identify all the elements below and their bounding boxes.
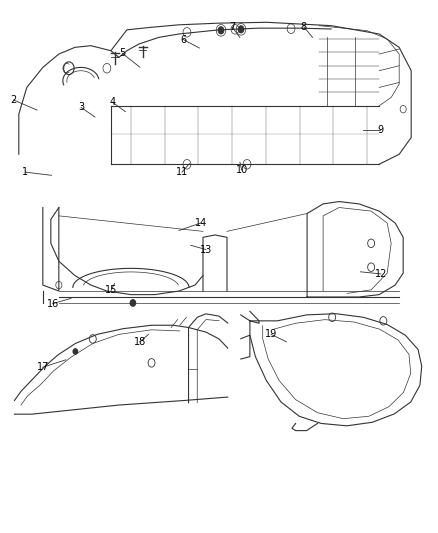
Text: 3: 3 [78, 102, 84, 112]
Text: 15: 15 [105, 285, 117, 295]
Text: 11: 11 [176, 167, 188, 177]
Text: 4: 4 [110, 97, 116, 107]
Text: 19: 19 [265, 329, 277, 340]
Text: 6: 6 [180, 35, 187, 45]
Circle shape [73, 349, 78, 354]
Text: 10: 10 [236, 165, 248, 175]
Circle shape [218, 27, 224, 34]
Circle shape [66, 65, 71, 71]
Text: 8: 8 [301, 22, 307, 32]
Circle shape [238, 26, 244, 33]
Text: 2: 2 [11, 95, 17, 105]
Text: 5: 5 [119, 49, 126, 58]
Text: 16: 16 [46, 298, 59, 309]
Text: 17: 17 [36, 362, 49, 372]
Text: 9: 9 [377, 125, 383, 135]
Text: 14: 14 [194, 218, 207, 228]
Circle shape [130, 300, 135, 306]
Text: 18: 18 [134, 337, 146, 347]
Text: 12: 12 [375, 269, 387, 279]
Text: 1: 1 [22, 167, 28, 177]
Text: 7: 7 [229, 22, 235, 32]
Text: 13: 13 [200, 245, 212, 255]
